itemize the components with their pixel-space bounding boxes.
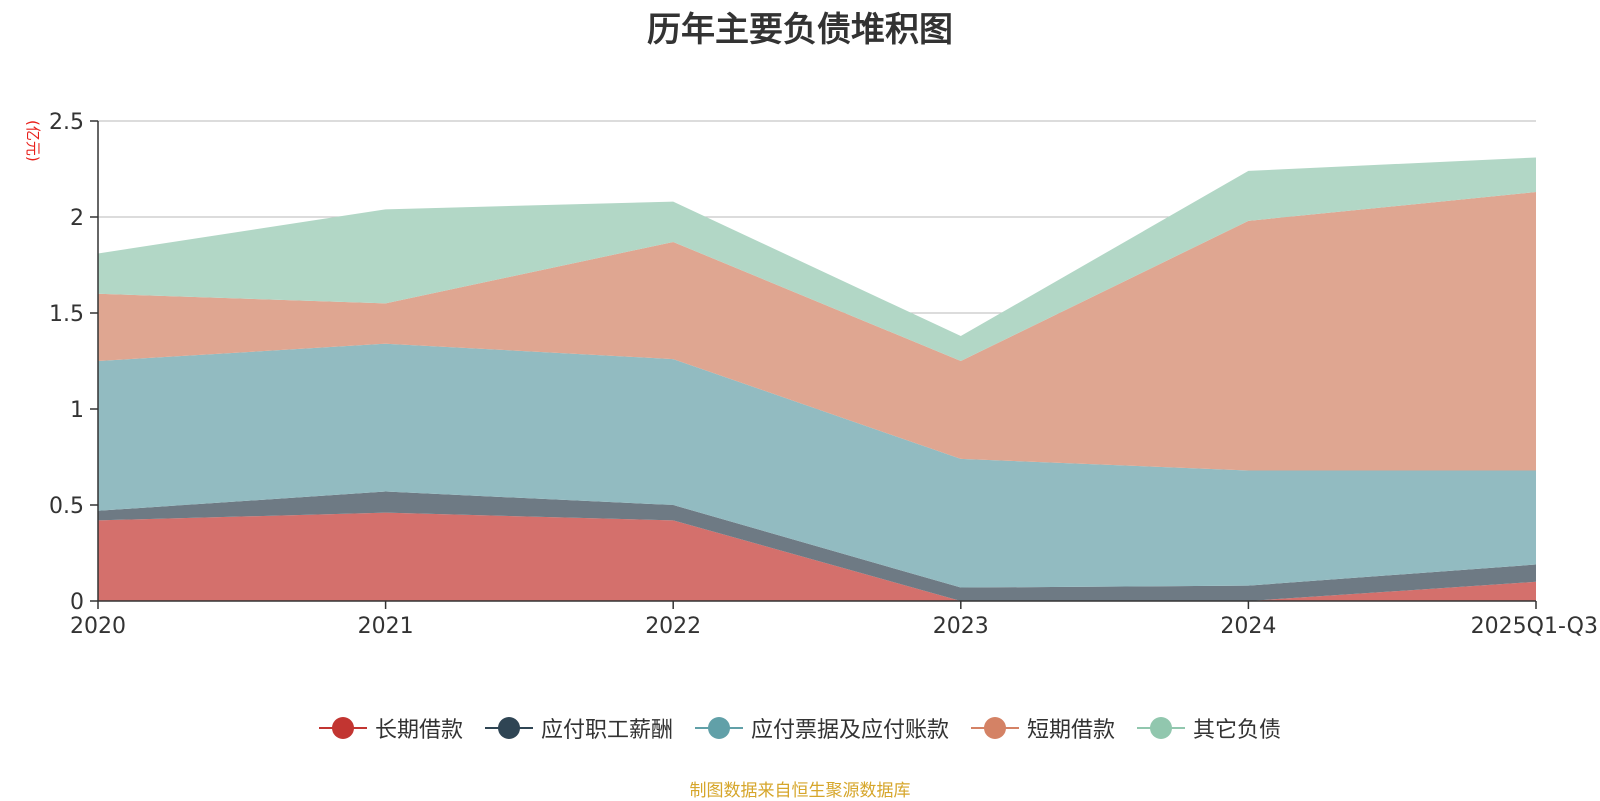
x-tick-label: 2022 (645, 614, 701, 639)
stacked-area-chart: 0 0.5 1 1.5 2 2.5 2020 2021 2022 2023 2024 2025Q1-… (49, 110, 1598, 639)
legend-label: 应付职工薪酬 (540, 718, 673, 743)
legend: 长期借款 应付职工薪酬 应付票据及应付账款 短期借款 其它负债 (0, 712, 1600, 744)
area-1 (98, 491, 1536, 601)
legend-marker-icon (971, 716, 1019, 740)
y-tick-label: 2.5 (49, 110, 84, 135)
x-tick-label: 2025Q1-Q3 (1471, 614, 1598, 639)
legend-label: 长期借款 (374, 718, 463, 743)
source-note: 制图数据来自恒生聚源数据库 (689, 781, 911, 801)
area-series (98, 157, 1536, 601)
legend-marker-icon (484, 716, 533, 740)
y-tick-label: 1 (70, 398, 84, 423)
x-tick-labels: 2020 2021 2022 2023 2024 2025Q1-Q3 (70, 614, 1598, 639)
x-tick-label: 2021 (358, 614, 414, 639)
area-2 (98, 343, 1536, 588)
legend-item[interactable]: 短期借款 (971, 712, 1115, 744)
legend-label: 应付票据及应付账款 (750, 718, 949, 743)
legend-item[interactable]: 应付票据及应付账款 (694, 712, 949, 744)
axes (90, 120, 1537, 609)
area-0 (98, 512, 1536, 601)
legend-item[interactable]: 长期借款 (318, 712, 463, 744)
legend-marker-icon (694, 716, 743, 740)
chart-title: 历年主要负债堆积图 (647, 10, 953, 50)
legend-item[interactable]: 其它负债 (1137, 712, 1281, 744)
y-tick-label: 1.5 (49, 302, 84, 327)
legend-label: 短期借款 (1027, 718, 1116, 743)
x-tick-label: 2023 (933, 614, 989, 639)
legend-label: 其它负债 (1193, 718, 1282, 743)
y-tick-label: 0.5 (49, 494, 84, 519)
area-4 (98, 157, 1536, 361)
x-tick-label: 2020 (70, 614, 126, 639)
x-tick-label: 2024 (1220, 614, 1276, 639)
y-tick-label: 2 (70, 206, 84, 231)
area-3 (98, 192, 1536, 471)
y-tick-labels: 0 0.5 1 1.5 2 2.5 (49, 110, 84, 615)
legend-marker-icon (318, 716, 367, 740)
legend-marker-icon (1137, 716, 1186, 740)
legend-item[interactable]: 应付职工薪酬 (484, 712, 673, 744)
y-tick-label: 0 (70, 590, 84, 615)
